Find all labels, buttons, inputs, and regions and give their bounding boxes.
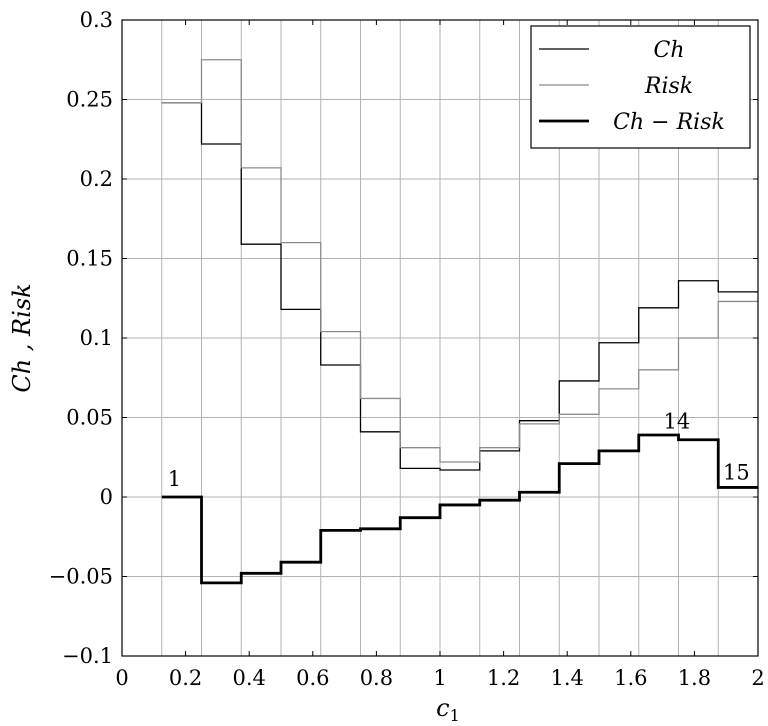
y-tick-label: 0.2 [80,167,113,191]
x-tick-label: 0.8 [360,666,393,690]
legend-box [530,25,751,149]
x-tick-label: 1 [433,666,446,690]
x-tick-label: 0.4 [232,666,265,690]
y-tick-label: 0.05 [66,406,113,430]
y-tick-label: −0.05 [49,565,113,589]
legend-label-3: Ch − Risk [613,110,725,135]
legend: Ch Risk Ch − Risk [530,25,751,149]
legend-label-1: Ch [653,38,684,63]
series-line-2 [161,59,758,463]
annotation-label: 1 [168,467,181,491]
series-layer [161,59,758,585]
x-tick-label: 1.8 [678,666,711,690]
x-tick-label: 0.2 [169,666,202,690]
annotation-label: 15 [723,461,750,485]
legend-label-2: Risk [644,74,693,99]
series-line-1 [161,102,758,471]
annotations: 1 14 15 [168,410,750,491]
tick-labels: 0 0.2 0.4 0.6 0.8 1 1.2 1.4 1.6 1.8 2 −0.1 −0.05 0 0.0… [49,8,765,690]
y-tick-label: 0 [100,485,113,509]
y-tick-label: 0.25 [66,88,113,112]
x-tick-label: 2 [751,666,764,690]
y-tick-label: −0.1 [62,644,113,668]
x-tick-label: 1.2 [487,666,520,690]
x-tick-label: 1.6 [614,666,647,690]
y-tick-label: 0.1 [80,326,113,350]
x-tick-label: 0 [115,666,128,690]
annotation-label: 14 [664,410,691,434]
series-line-3 [161,433,758,585]
x-axis-label-subscript: 1 [450,706,460,725]
x-tick-label: 0.6 [296,666,329,690]
y-tick-label: 0.3 [80,8,113,32]
x-tick-label: 1.4 [550,666,583,690]
y-axis-label: Ch , Risk [8,283,36,392]
x-axis-label: c1 [436,694,460,725]
y-tick-label: 0.15 [66,247,113,271]
